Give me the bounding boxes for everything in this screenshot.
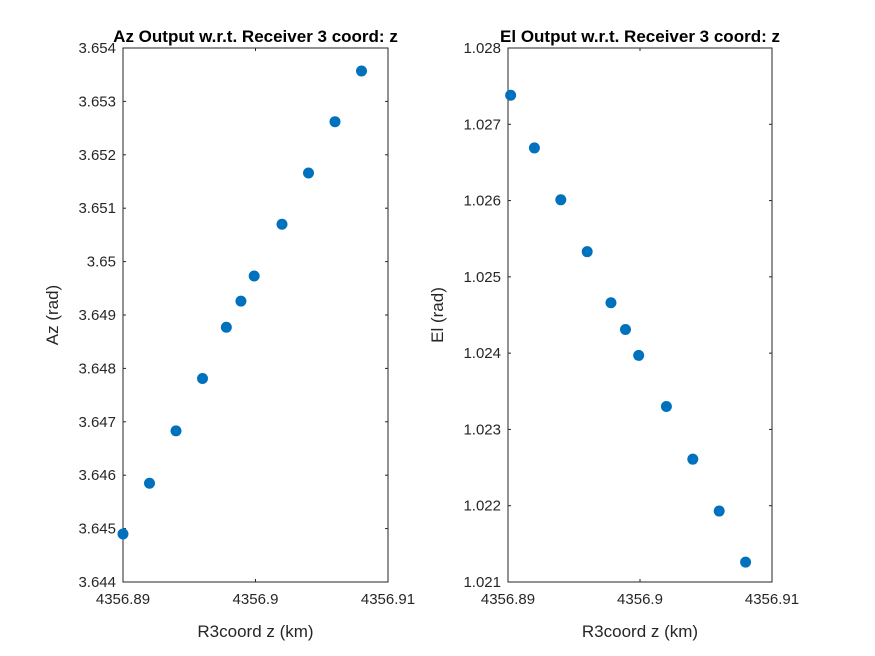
az-data-point (303, 167, 314, 179)
az-y-tick-label: 3.646 (78, 467, 116, 484)
az-x-tick-label: 4356.9 (233, 591, 279, 608)
az-data-point (220, 321, 232, 333)
el-data-point (528, 142, 540, 154)
el-data-point (660, 401, 672, 413)
az-data-point (144, 477, 155, 489)
el-chart-title: El Output w.r.t. Receiver 3 coord: z (500, 27, 780, 46)
el-x-axis-label: R3coord z (km) (582, 622, 698, 641)
el-data-point (505, 89, 517, 101)
el-data-point (713, 505, 725, 517)
el-axes-box (507, 47, 773, 583)
az-data-point (356, 65, 367, 77)
az-y-tick-label: 3.65 (87, 254, 116, 271)
az-chart-title: Az Output w.r.t. Receiver 3 coord: z (113, 27, 398, 46)
az-y-tick-label: 3.652 (78, 147, 116, 164)
az-y-axis-label: Az (rad) (43, 285, 62, 345)
el-data-point (555, 194, 567, 206)
az-x-axis-label: R3coord z (km) (197, 622, 313, 641)
az-y-tick-label: 3.654 (78, 40, 116, 57)
az-y-tick-label: 3.647 (78, 414, 116, 431)
az-chart: 4356.89 4356.9 4356.91 3.644 3.645 3.646 3.647… (43, 27, 415, 641)
el-y-tick-label: 1.021 (463, 574, 501, 591)
el-y-tick-label: 1.022 (463, 498, 501, 515)
el-x-tick-label: 4356.89 (481, 591, 535, 608)
el-y-tick-label: 1.026 (463, 193, 501, 210)
el-data-point (633, 349, 645, 361)
el-y-tick-label: 1.023 (463, 421, 501, 438)
az-y-tick-label: 3.653 (78, 93, 116, 110)
az-y-tick-label: 3.651 (78, 200, 116, 217)
az-data-point (276, 218, 288, 230)
el-y-tick-label: 1.027 (463, 116, 501, 133)
az-x-tick-label: 4356.89 (96, 591, 150, 608)
el-y-tick-label: 1.024 (463, 345, 501, 362)
az-axes-box (122, 47, 389, 583)
az-y-tick-label: 3.649 (78, 307, 116, 324)
el-data-point (619, 323, 631, 335)
el-data-point (581, 246, 593, 258)
el-x-tick-label: 4356.9 (617, 591, 663, 608)
az-data-point (117, 528, 129, 540)
az-data-point (197, 373, 208, 385)
el-data-point (687, 453, 699, 465)
az-y-tick-label: 3.645 (78, 521, 116, 538)
el-data-point (740, 556, 752, 568)
az-data-point (329, 116, 341, 128)
az-y-tick-label: 3.648 (78, 360, 116, 377)
az-data-point (248, 270, 260, 282)
az-data-point (235, 295, 247, 307)
el-chart: 4356.89 4356.9 4356.91 1.021 1.022 1.023 1.024… (428, 27, 799, 641)
el-x-tick-label: 4356.91 (745, 591, 799, 608)
az-x-tick-label: 4356.91 (361, 591, 415, 608)
el-y-tick-label: 1.028 (463, 40, 501, 57)
el-y-tick-label: 1.025 (463, 269, 501, 286)
az-data-point (170, 425, 182, 437)
el-y-axis-label: El (rad) (428, 287, 447, 343)
el-data-point (605, 297, 617, 309)
az-y-tick-label: 3.644 (78, 574, 116, 591)
